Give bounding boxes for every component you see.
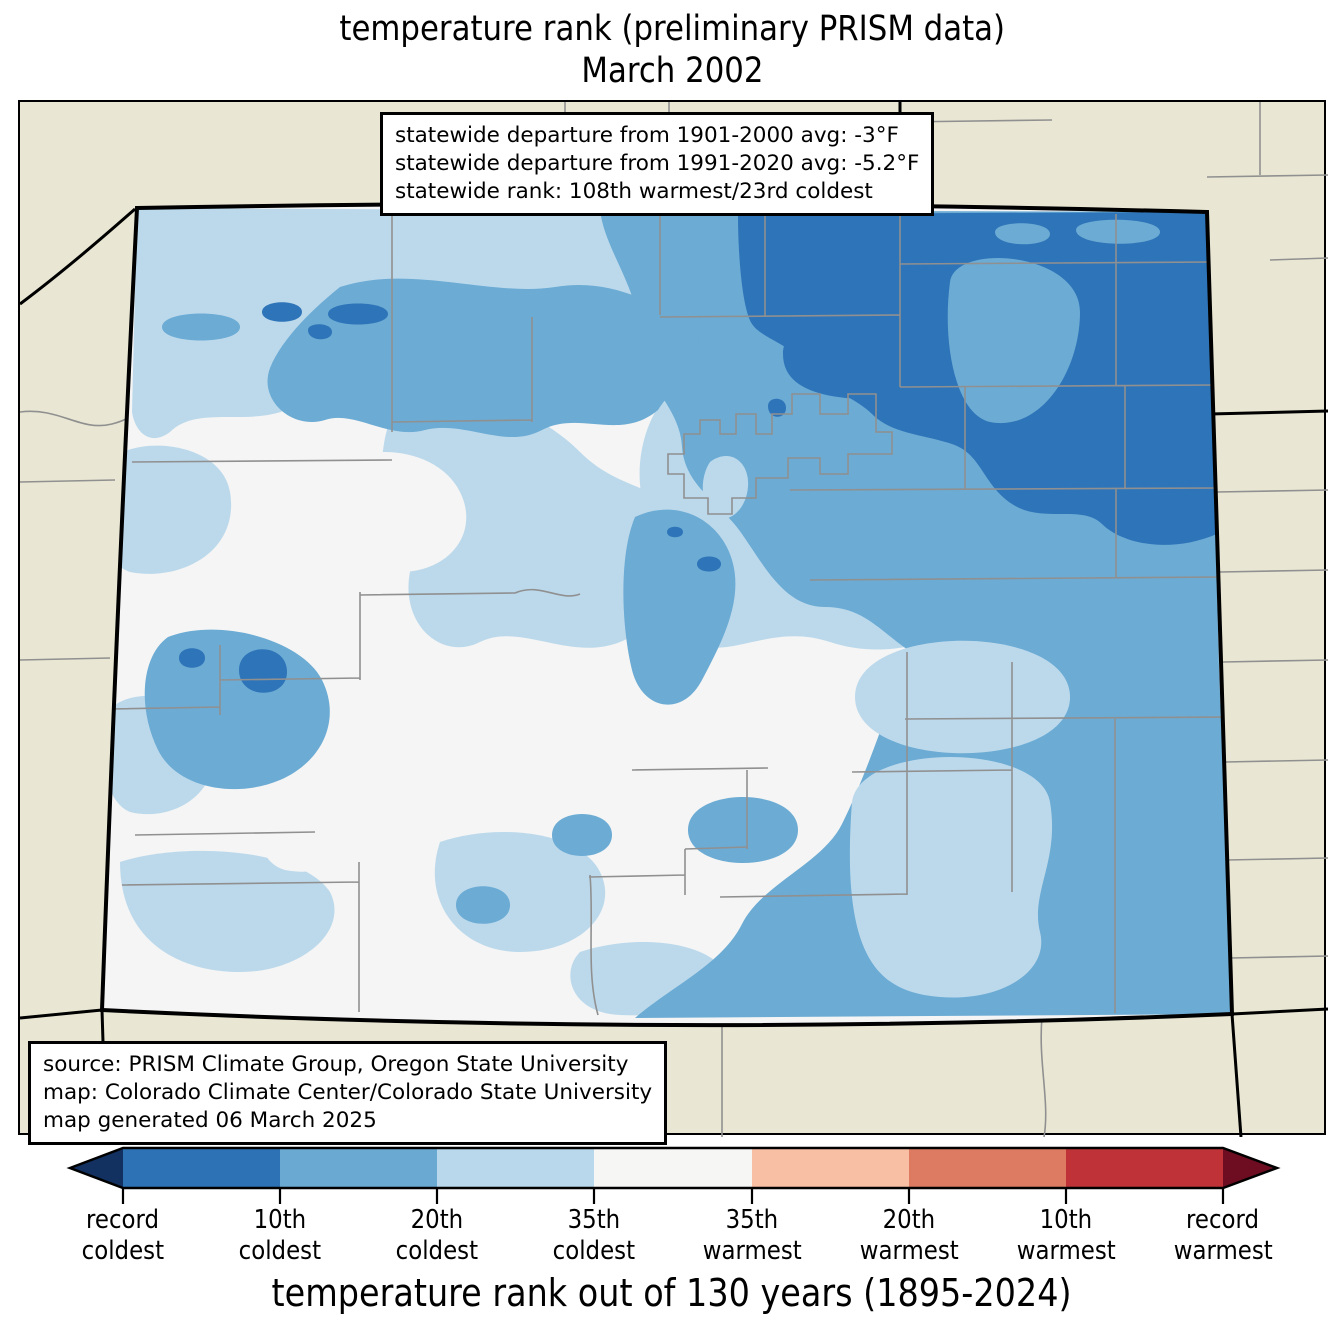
colorbar-seg-20th-10th-warmest bbox=[909, 1148, 1066, 1188]
tick-label-20th-warmest: 20th warmest bbox=[859, 1205, 959, 1266]
colorbar-seg-10th-record-warmest bbox=[1066, 1148, 1223, 1188]
tick-label-35th-warmest: 35th warmest bbox=[702, 1205, 802, 1266]
statewide-stats-box: statewide departure from 1901-2000 avg: … bbox=[380, 112, 935, 216]
rank-class-regions bbox=[102, 208, 1232, 1018]
title-line-2: March 2002 bbox=[580, 51, 764, 91]
title-line-1: temperature rank (preliminary PRISM data… bbox=[339, 9, 1005, 49]
credits-line-3: map generated 06 March 2025 bbox=[43, 1108, 377, 1133]
county-lines-west bbox=[111, 212, 769, 1016]
white-patches bbox=[258, 452, 569, 872]
tick-label-20th-coldest: 20th coldest bbox=[395, 1205, 479, 1266]
county-lines-denver bbox=[667, 393, 893, 515]
colorbar-seg-20th-35th-coldest bbox=[437, 1148, 594, 1188]
colorado-rank-map: statewide departure from 1901-2000 avg: … bbox=[18, 100, 1328, 1145]
county-lines-plains bbox=[659, 212, 1229, 1013]
stats-line-1: statewide departure from 1901-2000 avg: … bbox=[395, 123, 899, 148]
colorbar bbox=[66, 1146, 1281, 1204]
colorbar-extend-left-arrow bbox=[70, 1148, 123, 1188]
stats-line-2: statewide departure from 1991-2020 avg: … bbox=[395, 151, 920, 176]
light-patches bbox=[702, 456, 1070, 998]
colorbar-axis-label: temperature rank out of 130 years (1895-… bbox=[271, 1271, 1072, 1315]
tick-label-record-warmest: record warmest bbox=[1173, 1205, 1273, 1266]
colorbar-ticks bbox=[121, 1188, 1225, 1204]
credits-box: source: PRISM Climate Group, Oregon Stat… bbox=[28, 1041, 668, 1145]
credits-line-2: map: Colorado Climate Center/Colorado St… bbox=[43, 1080, 653, 1105]
stats-line-3: statewide rank: 108th warmest/23rd colde… bbox=[395, 179, 873, 204]
credits-line-1: source: PRISM Climate Group, Oregon Stat… bbox=[43, 1052, 629, 1077]
figure-title: temperature rank (preliminary PRISM data… bbox=[0, 8, 1344, 92]
colorbar-seg-10th-20th-coldest bbox=[280, 1148, 437, 1188]
tick-label-10th-coldest: 10th coldest bbox=[238, 1205, 322, 1266]
colorbar-tick-labels: record coldest 10th coldest 20th coldest 35… bbox=[0, 1205, 1344, 1269]
medium-patches-ne bbox=[947, 219, 1160, 424]
tick-label-record-coldest: record coldest bbox=[81, 1205, 165, 1266]
colorbar-seg-35th-20th-warmest bbox=[752, 1148, 909, 1188]
colorbar-seg-middle bbox=[594, 1148, 752, 1188]
colorbar-seg-record-10th-coldest bbox=[123, 1148, 280, 1188]
colorbar-extend-right-arrow bbox=[1223, 1148, 1277, 1188]
tick-label-10th-warmest: 10th warmest bbox=[1016, 1205, 1116, 1266]
tick-label-35th-coldest: 35th coldest bbox=[552, 1205, 636, 1266]
map-canvas bbox=[20, 102, 1328, 1137]
